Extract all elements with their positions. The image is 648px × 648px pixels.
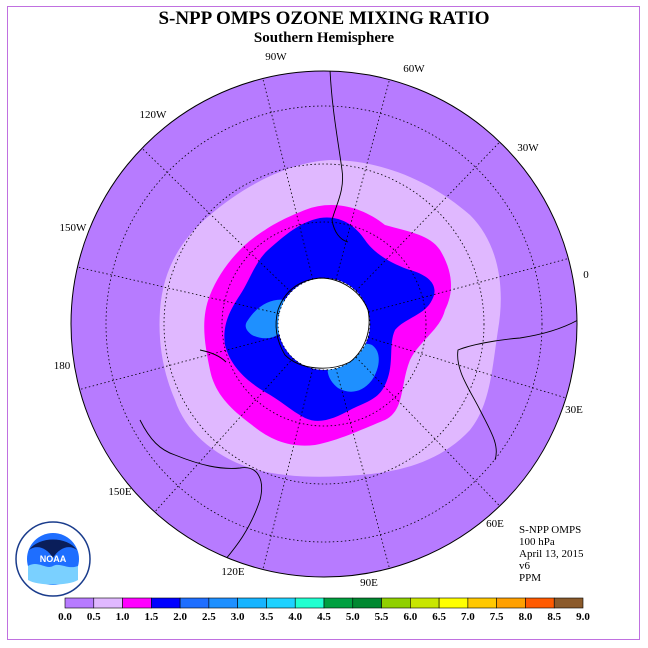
colorbar-tick-label: 8.0 [519, 611, 533, 623]
colorbar-box [294, 597, 325, 609]
map-outline [70, 70, 578, 578]
longitude-label: 60E [486, 518, 504, 530]
logo-gull-icon [29, 539, 77, 558]
colorbar-tick-label: 8.5 [547, 611, 561, 623]
colorbar-tick-label: 7.5 [490, 611, 504, 623]
colorbar-box [64, 597, 95, 609]
longitude-label: 120E [221, 566, 245, 578]
coastline-antarctica [275, 277, 370, 369]
colorbar-box [122, 597, 152, 609]
coastline-south-america [329, 71, 349, 243]
meridian-line [355, 356, 501, 507]
meridian-line [335, 368, 390, 569]
colorbar-tick-label: 3.5 [260, 611, 274, 623]
colorbar-boxes [64, 597, 584, 609]
graticule [77, 78, 569, 570]
longitude-label: 90E [360, 577, 378, 589]
colorbar-ticks: 0.0 0.5 1.0 1.5 2.0 2.5 3.0 3.5 4.0 4.5 5.0 5.5 6.0 6… [58, 611, 590, 623]
colorbar-tick-label: 6.0 [403, 611, 417, 623]
colorbar-box [553, 597, 584, 609]
longitude-label: 120W [140, 109, 168, 121]
info-date: April 13, 2015 [519, 548, 584, 560]
coastline-australia [139, 419, 262, 561]
colorbar-tick-label: 5.0 [346, 611, 360, 623]
colorbar-tick-label: 9.0 [576, 611, 590, 623]
colorbar-tick-label: 1.5 [144, 611, 158, 623]
colorbar-tick-label: 4.5 [317, 611, 331, 623]
colorbar-box [525, 597, 555, 609]
info-units: PPM [519, 572, 542, 584]
meridian-line [367, 337, 567, 399]
meridian-line [355, 141, 501, 292]
colorbar: 0.0 0.5 1.0 1.5 2.0 2.5 3.0 3.5 4.0 4.5 5.0 5.5 6.0 6… [58, 597, 590, 623]
info-block: S-NPP OMPS 100 hPa April 13, 2015 v6 PPM [519, 524, 583, 584]
colorbar-box [467, 597, 497, 609]
longitude-label: 30E [565, 404, 583, 416]
coastline-africa [457, 319, 577, 461]
latitude-circle-4 [105, 105, 543, 543]
longitude-label: 180 [54, 360, 71, 372]
colorbar-tick-label: 3.0 [231, 611, 245, 623]
colorbar-tick-label: 0.5 [87, 611, 101, 623]
figure-frame [7, 6, 640, 640]
coastlines [139, 71, 577, 561]
colorbar-tick-label: 2.0 [173, 611, 187, 623]
coastline-new-zealand [199, 349, 227, 363]
colorbar-box [93, 597, 123, 609]
longitude-label: 90W [265, 51, 287, 63]
noaa-logo: NOAA [15, 521, 91, 597]
meridian-line [79, 335, 280, 390]
latitude-circle-1 [277, 277, 371, 371]
meridian-line [335, 79, 390, 280]
colorbar-box [352, 597, 382, 609]
colorbar-box [381, 597, 411, 609]
colorbar-box [410, 597, 440, 609]
colorbar-tick-label: 4.0 [288, 611, 302, 623]
longitude-label: 150E [108, 486, 132, 498]
colorbar-box [438, 597, 469, 609]
colorbar-tick-label: 5.5 [375, 611, 389, 623]
longitude-labels: 90W 60W 30W 0 30E 60E 90E 120E 150E 180 150W 120W [54, 51, 590, 589]
meridian-line [262, 368, 314, 570]
colorbar-tick-label: 1.0 [116, 611, 130, 623]
colorbar-box [266, 597, 296, 609]
latitude-circle-3 [163, 163, 485, 485]
info-level: 100 hPa [519, 536, 555, 548]
ozone-field [71, 71, 577, 577]
colorbar-box [208, 597, 238, 609]
polar-cap [278, 278, 370, 370]
colorbar-box [496, 597, 526, 609]
longitude-label: 60W [403, 63, 425, 75]
colorbar-tick-label: 2.5 [202, 611, 216, 623]
meridian-line [141, 147, 292, 293]
logo-wave-icon [28, 564, 78, 585]
colorbar-tick-label: 0.0 [58, 611, 72, 623]
map-subtitle: Southern Hemisphere [253, 30, 395, 46]
colorbar-box [179, 597, 210, 609]
info-version: v6 [519, 560, 530, 572]
longitude-label: 150W [60, 222, 88, 234]
info-instrument: S-NPP OMPS [519, 524, 582, 536]
logo-text: NOAA [40, 554, 67, 564]
colorbar-box [237, 597, 267, 609]
map-title: S-NPP OMPS OZONE MIXING RATIO [158, 8, 490, 29]
colorbar-tick-label: 7.0 [461, 611, 475, 623]
colorbar-box [323, 597, 354, 609]
meridian-line [368, 258, 569, 313]
latitude-circle-2 [221, 221, 427, 427]
colorbar-tick-label: 6.5 [432, 611, 446, 623]
meridian-line [262, 78, 314, 280]
meridian-line [77, 266, 280, 315]
colorbar-box [151, 597, 181, 609]
longitude-label: 30W [517, 142, 539, 154]
meridian-line [154, 357, 294, 513]
longitude-label: 0 [583, 269, 589, 281]
